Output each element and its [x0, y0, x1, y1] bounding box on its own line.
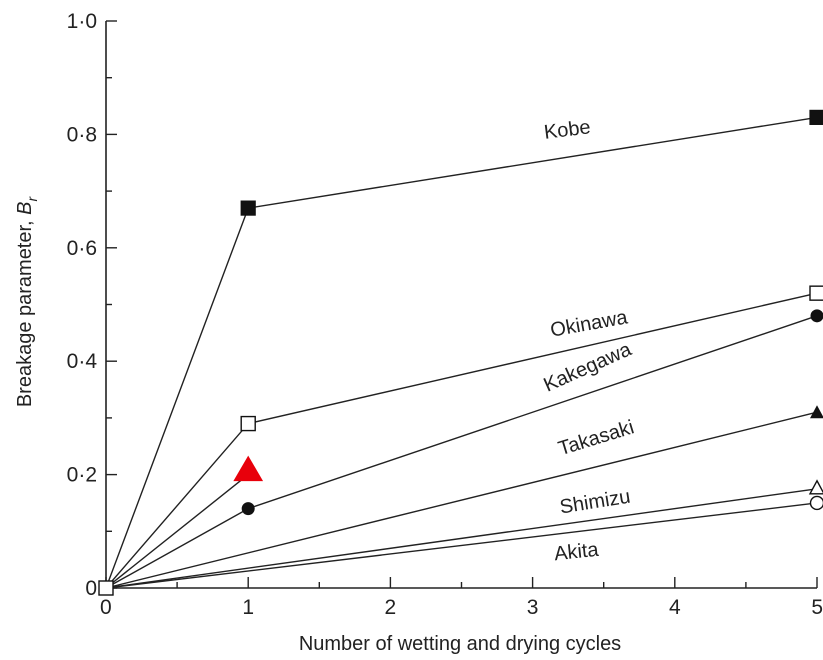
axes: 0 0·2 0·4 0·6 0·8 1·0 0 1 2 3 4 5 [67, 10, 823, 619]
x-tick-label: 3 [527, 596, 539, 619]
y-tick-label: 0·6 [67, 237, 97, 260]
series-okinawa [105, 285, 823, 589]
series-line [105, 315, 818, 589]
series-line [105, 411, 818, 589]
series-red-highlight [105, 455, 264, 589]
data-point-circle-open [809, 495, 823, 511]
y-axis-title-subscript: r [24, 195, 40, 201]
data-point-square-open [240, 415, 256, 432]
series-takasaki [105, 405, 823, 589]
y-axis-title: Breakage parameter, Br [14, 195, 40, 407]
x-tick-label: 5 [811, 596, 823, 619]
data-point-square-open [809, 285, 823, 301]
series-line [105, 488, 818, 589]
x-tick-label: 2 [385, 596, 397, 619]
x-tick-label: 4 [669, 596, 681, 619]
data-point-square-filled [240, 200, 256, 216]
series-line [105, 292, 818, 589]
series-line [105, 474, 249, 589]
data-point-square-open [98, 580, 114, 596]
series-kobe [105, 109, 823, 589]
y-tick-label: 0·4 [67, 350, 98, 373]
y-tick-label: 1·0 [67, 10, 97, 33]
series-label-shimizu: Shimizu [558, 486, 632, 519]
data-point-square-filled [809, 109, 823, 125]
series-label-takasaki: Takasaki [556, 416, 637, 460]
series-label-kobe: Kobe [543, 116, 592, 144]
y-axis-title-main: Breakage parameter, [14, 215, 36, 407]
series-label-kakegawa: Kakegawa [540, 338, 635, 396]
data-point-circle-filled [241, 502, 255, 516]
data-point-triangle-filled [810, 405, 823, 419]
series-line [105, 502, 818, 589]
y-axis-title-symbol: B [14, 201, 36, 214]
series-label-okinawa: Okinawa [549, 306, 630, 341]
series-label-akita: Akita [553, 539, 600, 566]
data-point-triangle-red [233, 455, 264, 482]
data-point-triangle-open [808, 479, 823, 495]
x-tick-label: 0 [100, 596, 112, 619]
series-akita [105, 495, 823, 589]
y-tick-label: 0·2 [67, 464, 97, 487]
series-kakegawa [105, 309, 823, 589]
x-axis-title: Number of wetting and drying cycles [299, 633, 621, 655]
data-point-circle-filled [810, 309, 823, 323]
series-shimizu [105, 479, 823, 589]
x-tick-label: 1 [242, 596, 254, 619]
y-tick-label: 0 [85, 577, 97, 600]
y-tick-label: 0·8 [67, 123, 97, 146]
series-layer [98, 109, 823, 596]
